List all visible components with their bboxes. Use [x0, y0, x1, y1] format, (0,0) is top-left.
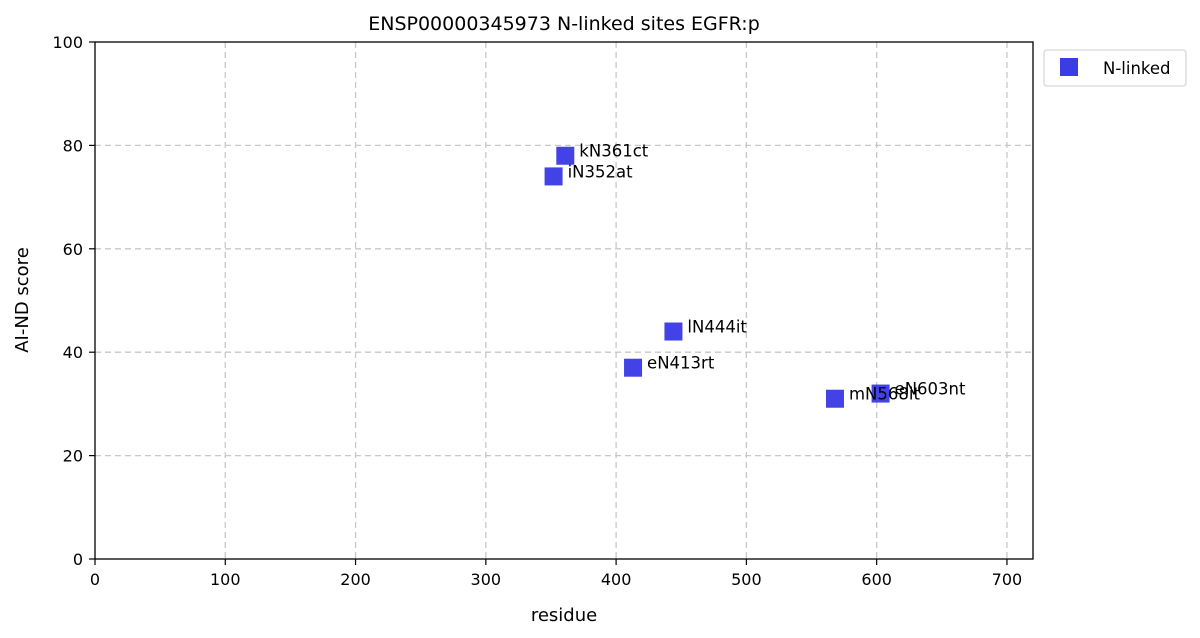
- y-axis-label: AI-ND score: [12, 247, 33, 353]
- legend-swatch-n-linked: [1060, 58, 1078, 76]
- data-point-label: eN603nt: [895, 380, 966, 399]
- y-tick-label: 100: [52, 33, 83, 52]
- data-point: [664, 322, 683, 341]
- data-point: [544, 167, 563, 186]
- y-tick-label: 80: [63, 136, 83, 155]
- x-tick-label: 200: [340, 570, 371, 589]
- legend: N-linked: [1043, 49, 1187, 87]
- plot-frame: [94, 41, 1034, 560]
- data-point-label: kN361ct: [579, 142, 648, 161]
- x-tick-label: 500: [731, 570, 762, 589]
- x-tick-label: 100: [210, 570, 241, 589]
- data-point-label: eN413rt: [647, 354, 715, 373]
- grid-lines: [95, 42, 1033, 559]
- data-point: [825, 389, 844, 408]
- data-point-label: lN444it: [687, 318, 747, 337]
- x-tick-label: 600: [861, 570, 892, 589]
- legend-label-n-linked: N-linked: [1103, 59, 1171, 78]
- y-tick-label: 60: [63, 240, 83, 259]
- y-tick-label: 40: [63, 343, 83, 362]
- axis-ticks: 0 100 200 300 400 500 600 700 0 20 40 60 80 100: [52, 33, 1022, 589]
- x-tick-label: 700: [992, 570, 1023, 589]
- data-point-label: mN568it: [849, 385, 920, 404]
- data-point: [871, 384, 890, 403]
- data-point-label: iN352at: [568, 162, 634, 181]
- x-tick-label: 300: [471, 570, 502, 589]
- y-tick-label: 0: [73, 550, 83, 569]
- x-axis-label: residue: [531, 605, 597, 626]
- chart-title: ENSP00000345973 N-linked sites EGFR:p: [368, 13, 760, 35]
- data-point: [624, 358, 643, 377]
- legend-frame: [1043, 49, 1187, 87]
- data-point: [556, 146, 575, 165]
- y-tick-label: 20: [63, 447, 83, 466]
- x-tick-label: 0: [90, 570, 100, 589]
- x-tick-label: 400: [601, 570, 632, 589]
- data-points: [544, 146, 890, 408]
